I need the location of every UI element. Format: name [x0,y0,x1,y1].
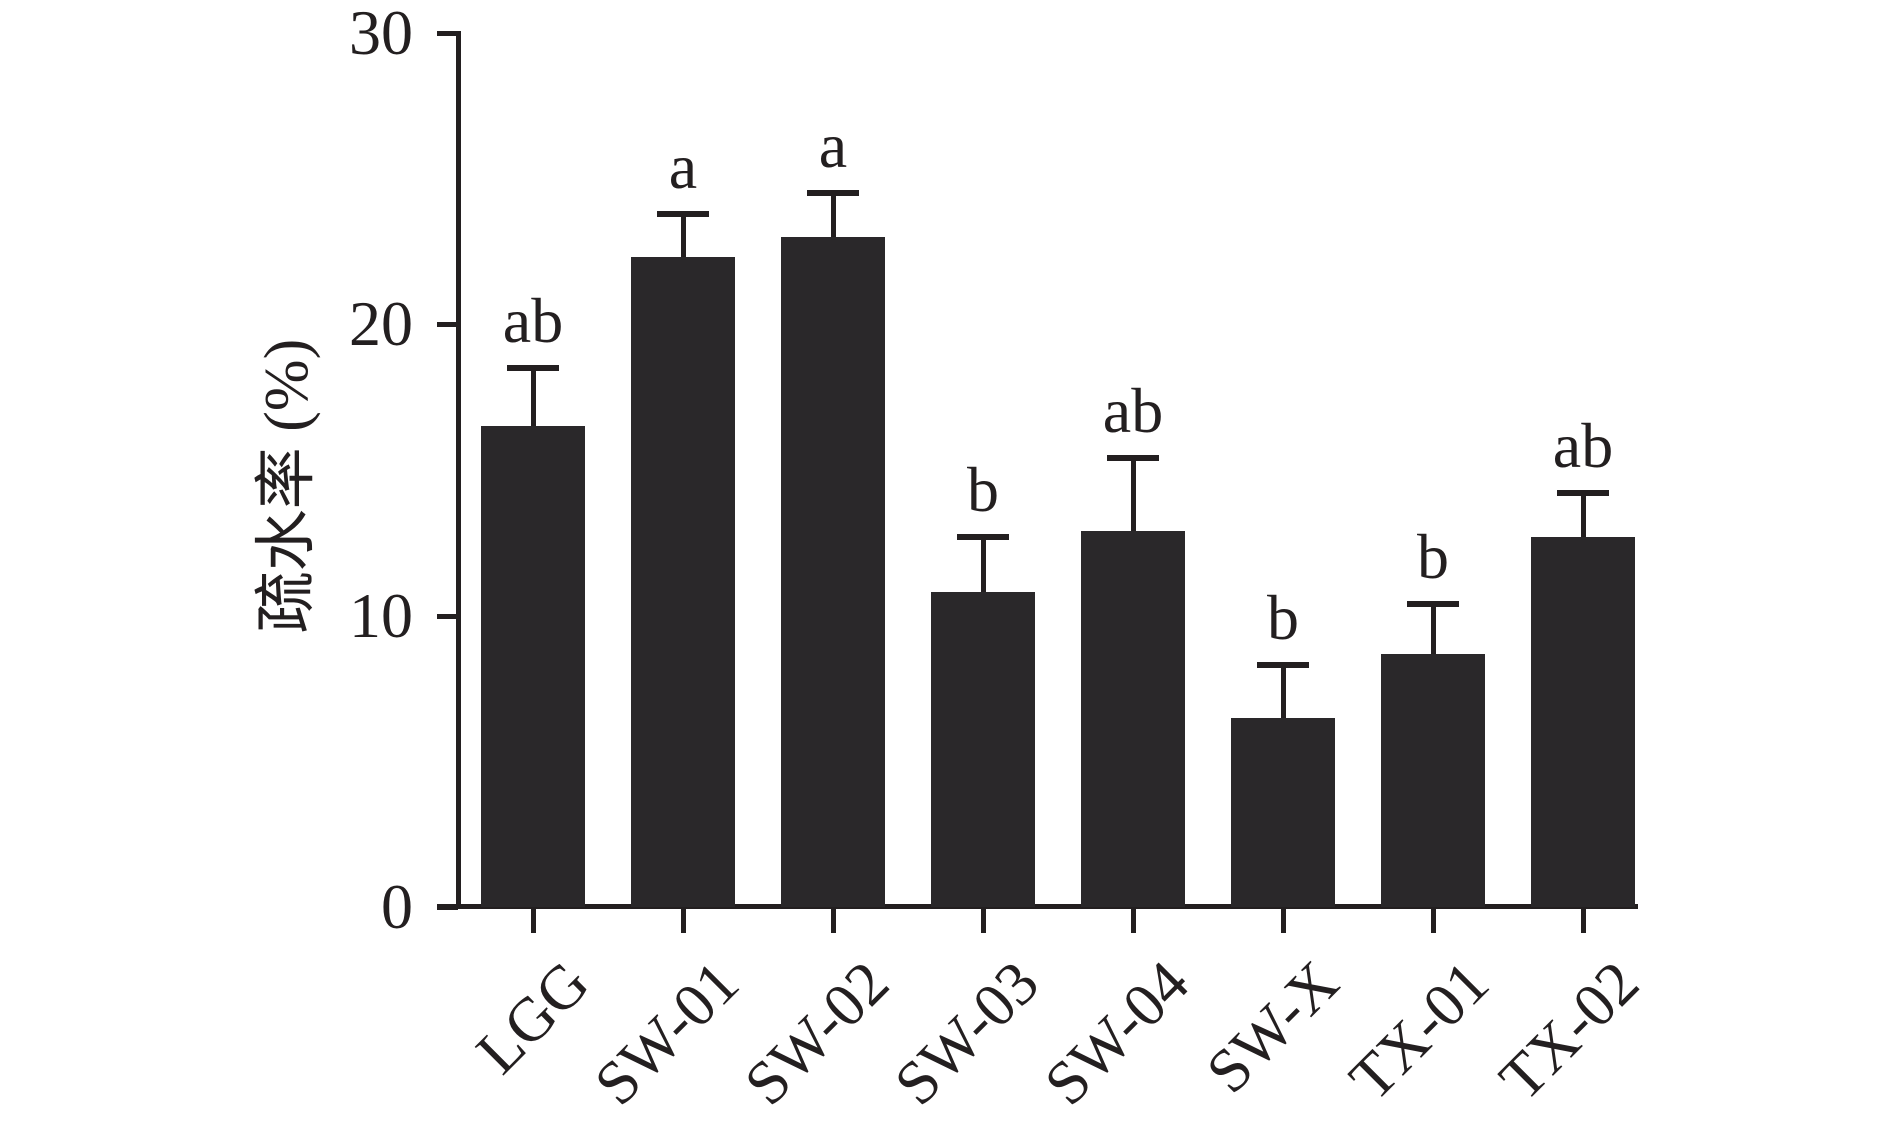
bar [931,592,1035,907]
x-tick [1131,909,1136,933]
y-tick-label: 30 [349,0,413,68]
x-tick [1431,909,1436,933]
x-tick [1581,909,1586,933]
error-bar-line [681,214,686,257]
x-tick [1281,909,1286,933]
sig-letter: b [1267,582,1299,653]
x-tick-label: SW-03 [881,948,1052,1119]
x-tick-label: SW-X [1193,948,1352,1107]
error-bar-cap [507,365,559,371]
x-axis-line [437,904,1638,909]
x-tick [981,909,986,933]
error-bar-line [1131,458,1136,531]
error-bar-line [1581,493,1586,537]
y-tick-label: 10 [349,580,413,651]
x-tick-label: SW-04 [1031,948,1202,1119]
y-tick-label: 20 [349,288,413,359]
x-tick-label: TX-01 [1336,948,1502,1114]
error-bar-line [1431,604,1436,654]
y-tick [437,614,458,619]
error-bar-cap [807,190,859,196]
y-axis-title: 疏水率 (%) [253,338,321,634]
bar [481,426,585,907]
error-bar-line [981,537,986,592]
error-bar-cap [1107,455,1159,461]
sig-letter: b [967,454,999,525]
x-tick-label: SW-02 [731,948,902,1119]
bar [1231,718,1335,907]
error-bar-cap [1557,490,1609,496]
y-tick-label: 0 [381,871,413,942]
error-bar-line [1281,665,1286,718]
sig-letter: a [668,131,698,202]
x-tick-label: LGG [463,948,602,1087]
x-tick-label: TX-02 [1486,948,1652,1114]
y-tick [437,905,458,910]
x-tick [531,909,536,933]
bar [631,257,735,907]
sig-letter: b [1417,521,1449,592]
error-bar-line [531,368,536,426]
error-bar-cap [957,534,1009,540]
bar [1381,654,1485,907]
y-tick [437,31,458,36]
sig-letter: ab [502,285,564,356]
bar [781,237,885,907]
bar [1081,531,1185,907]
y-tick [437,322,458,327]
y-axis-line [456,31,461,909]
x-tick [681,909,686,933]
sig-letter: ab [1552,410,1614,481]
bar [1531,537,1635,907]
error-bar-cap [1257,662,1309,668]
sig-letter: a [818,110,848,181]
x-tick [831,909,836,933]
error-bar-cap [657,211,709,217]
sig-letter: ab [1102,375,1164,446]
error-bar-line [831,193,836,237]
x-tick-label: SW-01 [581,948,752,1119]
error-bar-cap [1407,601,1459,607]
